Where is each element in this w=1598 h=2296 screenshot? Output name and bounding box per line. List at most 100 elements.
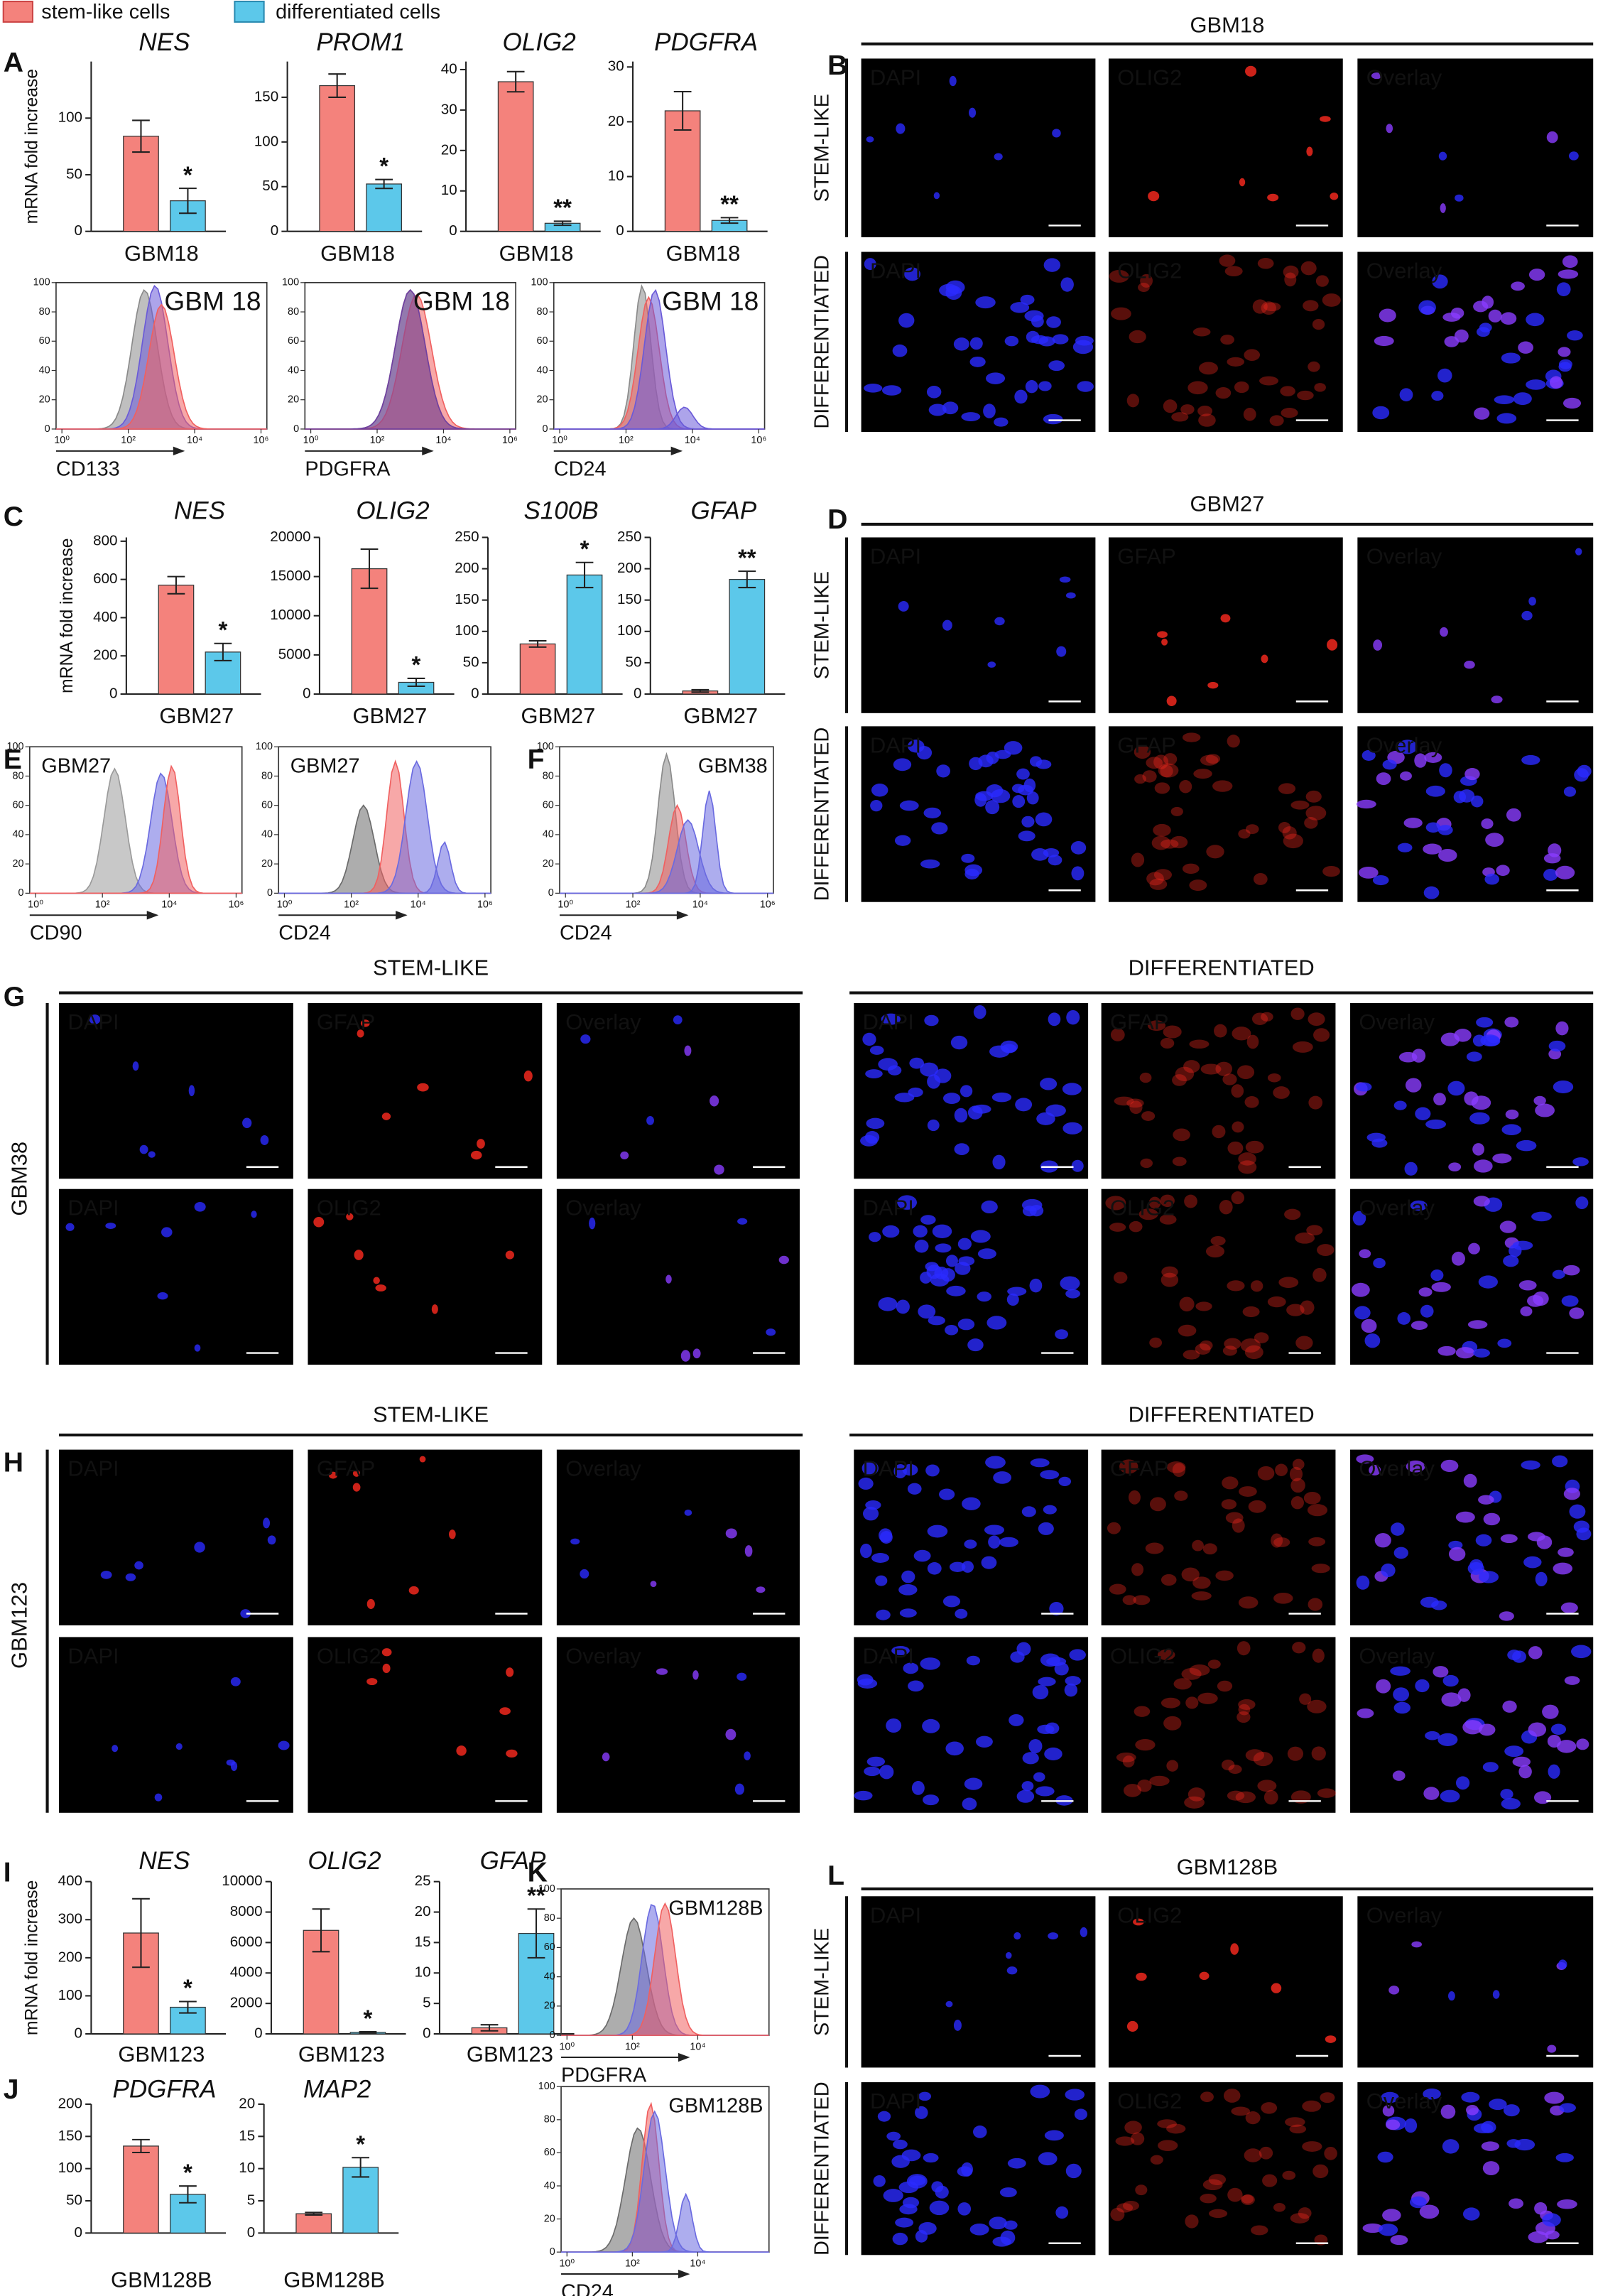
cell: [1187, 1787, 1205, 1802]
cell: [953, 2020, 962, 2031]
cell: [1052, 129, 1061, 138]
cell: [1240, 1338, 1261, 1353]
cell: [1482, 2161, 1500, 2176]
cell: [1448, 1162, 1462, 1171]
cell: [1298, 2207, 1312, 2219]
channel-label: OLIG2: [1110, 1643, 1175, 1668]
cell: [1304, 817, 1318, 829]
cell: [1403, 817, 1423, 828]
cell: [1364, 1333, 1381, 1348]
cell: [1399, 388, 1413, 402]
channel-label: DAPI: [870, 259, 921, 283]
cell: [1230, 1943, 1239, 1955]
cell: [1065, 2089, 1085, 2101]
cell: [892, 2232, 908, 2246]
cell: [139, 1144, 148, 1154]
cell: [1166, 1760, 1179, 1772]
y-tick-label: 0: [75, 2025, 82, 2041]
cell: [1441, 1692, 1462, 1707]
cell: [1110, 2207, 1125, 2221]
cell: [1244, 1095, 1259, 1108]
cell: [419, 1456, 426, 1463]
cell: [1187, 381, 1208, 395]
cell: [1232, 1027, 1251, 1041]
cell: [1163, 399, 1178, 413]
y-tick-label: 0: [267, 887, 273, 899]
cell: [986, 1316, 1007, 1330]
panel-letter: A: [4, 48, 23, 78]
cell: [940, 1268, 955, 1282]
cell: [878, 1297, 898, 1311]
cell: [1140, 1158, 1153, 1169]
micrograph: [861, 1896, 1096, 2068]
cell: [1546, 131, 1558, 144]
cell: [1440, 203, 1446, 213]
panel-letter: F: [528, 744, 545, 775]
x-tick-label: GBM18: [320, 241, 395, 266]
error-bar: [506, 70, 525, 93]
cell: [869, 1232, 881, 1242]
cell: [1500, 1789, 1513, 1800]
cell: [1511, 281, 1525, 291]
cell: [1455, 194, 1464, 202]
x-tick-label: GBM123: [118, 2042, 205, 2067]
cell: [1306, 146, 1313, 156]
cell: [1007, 2157, 1026, 2169]
cell: [1044, 1747, 1062, 1760]
cell: [1241, 2194, 1254, 2204]
cell: [983, 404, 996, 418]
cell: [1107, 1522, 1121, 1534]
y-tick-label: 4000: [230, 1964, 263, 1981]
cell: [994, 749, 1011, 759]
cell: [987, 661, 996, 668]
cell: [1548, 843, 1562, 857]
cell: [898, 313, 915, 328]
cell: [1173, 1128, 1190, 1142]
cell: [925, 1464, 940, 1477]
cell: [354, 1250, 364, 1260]
axis-label: CD24: [554, 457, 607, 480]
cell: [1202, 1543, 1217, 1555]
cell: [1242, 1306, 1260, 1318]
y-tick-label: 200: [617, 560, 641, 576]
cell: [1410, 1200, 1428, 1211]
error-bar: [407, 677, 425, 688]
cell: [1200, 2193, 1217, 2204]
y-tick-label: 150: [617, 591, 641, 607]
cell: [1523, 1556, 1542, 1569]
cell: [960, 1085, 973, 1098]
cell: [431, 1304, 438, 1314]
cell: [1285, 2117, 1305, 2128]
cell: [1386, 124, 1393, 134]
cell: [1149, 1497, 1166, 1512]
cell: [1129, 1100, 1143, 1115]
cell: [230, 1677, 241, 1686]
cell: [1507, 1650, 1521, 1661]
y-tick-label: 0: [303, 685, 310, 701]
y-tick-label: 0: [109, 685, 117, 701]
cell: [1160, 1194, 1175, 1208]
sample-label: GBM38: [7, 1142, 32, 1216]
cell: [1134, 745, 1151, 759]
cell: [1223, 2089, 1241, 2103]
cell: [1542, 1704, 1559, 1719]
cell: [263, 1517, 271, 1529]
error-bar: [738, 570, 756, 589]
y-tick-label: 0: [75, 222, 82, 239]
cell: [1553, 1562, 1573, 1575]
y-tick-label: 80: [261, 770, 273, 781]
cell: [1040, 1078, 1058, 1090]
y-tick-label: 15: [239, 2128, 255, 2144]
cell: [1283, 265, 1299, 278]
chart-title: NES: [138, 28, 190, 56]
y-tick-label: 100: [58, 2160, 82, 2176]
cell: [665, 1274, 672, 1284]
cell: [908, 1680, 924, 1692]
cell: [1397, 1312, 1411, 1325]
error-bar: [305, 2211, 323, 2216]
cell: [1021, 1506, 1036, 1517]
channel-label: DAPI: [863, 1643, 914, 1668]
cell: [1313, 1028, 1330, 1042]
cell: [1307, 1504, 1328, 1517]
sample-label: GBM 18: [413, 286, 510, 315]
